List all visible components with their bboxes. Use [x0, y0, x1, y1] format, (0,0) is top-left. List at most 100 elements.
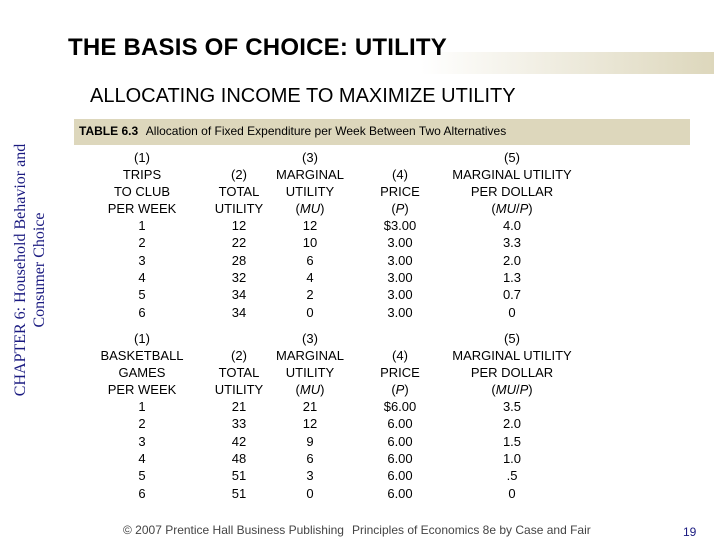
table-cell: 10: [302, 235, 318, 251]
table-caption-text: Allocation of Fixed Expenditure per Week…: [145, 124, 507, 138]
column-header-line: PRICE: [380, 365, 420, 380]
club-column-header: (1) TRIPS TO CLUB PER WEEK: [74, 149, 210, 217]
table-cell: 5: [138, 287, 146, 303]
column-header-line: (4): [392, 167, 408, 182]
column-header-line: (4): [392, 348, 408, 363]
column-header-line: (MU/P): [491, 382, 533, 397]
column-header-line: MARGINAL: [276, 348, 344, 363]
column-header-line: BASKETBALL: [100, 348, 184, 363]
table-cell: 0.7: [502, 287, 522, 303]
column-header-line: MARGINAL UTILITY: [452, 167, 572, 182]
table-cell: 3.00: [387, 287, 413, 303]
table-cell: 21: [302, 399, 318, 415]
column-header-line: (MU): [295, 201, 325, 216]
table-cell: 3.00: [387, 252, 413, 268]
club-column-header: (4) PRICE (P): [352, 166, 448, 217]
table-cell: 4.0: [502, 218, 522, 234]
column-header-line: GAMES: [118, 365, 166, 380]
table-cell: 4: [306, 270, 314, 286]
table-row: 5 51 3 6.00 .5: [74, 467, 690, 484]
club-column-header: (3) MARGINAL UTILITY (MU): [268, 149, 352, 217]
table-row: 3 28 6 3.00 2.0: [74, 252, 690, 269]
club-header-row: (1) TRIPS TO CLUB PER WEEK (2) TOTAL UTILITY (3…: [74, 149, 690, 217]
table-row: 2 22 10 3.00 3.3: [74, 234, 690, 251]
column-header-line: (5): [504, 331, 520, 346]
table-label: TABLE 6.3: [79, 124, 139, 138]
column-header-line: PER WEEK: [107, 201, 177, 216]
table-cell: 1.0: [502, 451, 522, 467]
table-cell: 1.5: [502, 433, 522, 449]
table-cell: 0: [508, 485, 516, 501]
table-cell: 4: [138, 451, 146, 467]
chapter-title-line1: CHAPTER 6: Household Behavior and: [12, 143, 30, 397]
table-cell: 6.00: [387, 468, 413, 484]
table-cell: 3.5: [502, 399, 522, 415]
table-row: 1 21 21 $6.00 3.5: [74, 398, 690, 415]
column-header-line: (2): [231, 167, 247, 182]
column-header-line: TOTAL: [218, 184, 260, 199]
basketball-table-section: (1) BASKETBALL GAMES PER WEEK (2) TOTAL UTILIT…: [74, 330, 690, 502]
column-header-line: UTILITY: [214, 201, 264, 216]
column-header-line: PRICE: [380, 184, 420, 199]
column-header-line: UTILITY: [285, 365, 335, 380]
basketball-column-header: (5) MARGINAL UTILITY PER DOLLAR (MU/P): [448, 330, 576, 398]
table-cell: 0: [306, 304, 314, 320]
table-cell: 6.00: [387, 451, 413, 467]
footer-credits: © 2007 Prentice Hall Business Publishing…: [123, 523, 591, 537]
chapter-title-line2: Consumer Choice: [31, 212, 49, 328]
table-cell: 2.0: [502, 252, 522, 268]
table-cell: 22: [231, 235, 247, 251]
basketball-column-header: (2) TOTAL UTILITY: [210, 347, 268, 398]
table-cell: 2.0: [502, 416, 522, 432]
table-cell: 32: [231, 270, 247, 286]
table-cell: 3: [306, 468, 314, 484]
column-header-line: (2): [231, 348, 247, 363]
column-header-line: TO CLUB: [113, 184, 171, 199]
table-row: 4 48 6 6.00 1.0: [74, 450, 690, 467]
table-cell: 12: [231, 218, 247, 234]
column-header-line: (1): [134, 331, 150, 346]
column-header-line: MARGINAL: [276, 167, 344, 182]
table-cell: 6: [306, 252, 314, 268]
club-column-header: (2) TOTAL UTILITY: [210, 166, 268, 217]
table-cell: 42: [231, 433, 247, 449]
column-header-line: MARGINAL UTILITY: [452, 348, 572, 363]
table-cell: 1.3: [502, 270, 522, 286]
column-header-line: TOTAL: [218, 365, 260, 380]
table-cell: 6.00: [387, 485, 413, 501]
table-cell: 4: [138, 270, 146, 286]
table-row: 6 51 0 6.00 0: [74, 484, 690, 501]
table-cell: 3.3: [502, 235, 522, 251]
table-caption-bar: [74, 119, 690, 145]
table-caption: TABLE 6.3 Allocation of Fixed Expenditur…: [79, 124, 506, 138]
column-header-line: UTILITY: [285, 184, 335, 199]
table-cell: 2: [138, 416, 146, 432]
table-cell: 6: [138, 485, 146, 501]
table-row: 2 33 12 6.00 2.0: [74, 415, 690, 432]
table-cell: 12: [302, 416, 318, 432]
table-cell: 3.00: [387, 235, 413, 251]
slide-title: THE BASIS OF CHOICE: UTILITY: [68, 34, 447, 61]
column-header-line: (1): [134, 150, 150, 165]
table-cell: 51: [231, 485, 247, 501]
column-header-line: (3): [302, 331, 318, 346]
table-cell: 3.00: [387, 304, 413, 320]
table-cell: 1: [138, 399, 146, 415]
table-cell: 3: [138, 433, 146, 449]
column-header-line: (3): [302, 150, 318, 165]
table-row: 1 12 12 $3.00 4.0: [74, 217, 690, 234]
table-cell: $6.00: [383, 399, 417, 415]
table-cell: 28: [231, 252, 247, 268]
table-cell: 51: [231, 468, 247, 484]
column-header-line: TRIPS: [122, 167, 162, 182]
table-cell: 34: [231, 304, 247, 320]
page-number: 19: [683, 525, 697, 539]
table-cell: 34: [231, 287, 247, 303]
table-cell: 5: [138, 468, 146, 484]
title-underline-bar: [62, 52, 714, 74]
table-cell: 21: [231, 399, 247, 415]
column-header-line: (P): [391, 201, 409, 216]
club-table-section: (1) TRIPS TO CLUB PER WEEK (2) TOTAL UTILITY (3…: [74, 149, 690, 321]
footer-book: Principles of Economics 8e by Case and F…: [351, 523, 591, 537]
table-cell: .5: [506, 468, 518, 484]
